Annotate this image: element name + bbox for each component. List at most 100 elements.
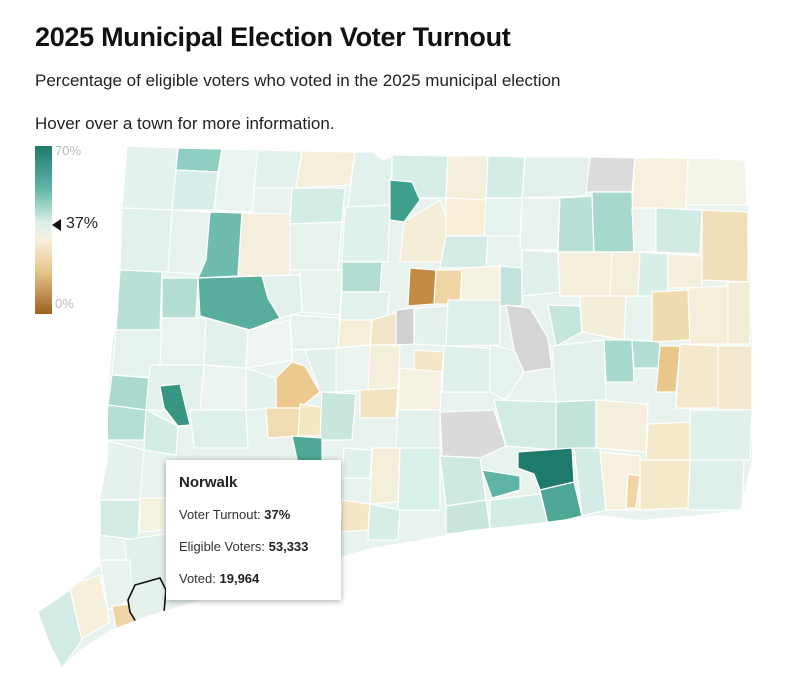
town[interactable] — [655, 345, 681, 393]
town[interactable] — [631, 339, 661, 369]
town[interactable] — [289, 187, 346, 225]
town[interactable] — [579, 295, 627, 341]
town[interactable] — [557, 251, 613, 297]
town[interactable] — [397, 367, 443, 411]
town[interactable] — [441, 345, 491, 393]
town-no-data[interactable] — [439, 409, 507, 459]
town[interactable] — [395, 409, 441, 449]
town[interactable] — [631, 157, 689, 211]
town[interactable] — [685, 157, 748, 206]
town[interactable] — [489, 344, 525, 401]
town[interactable] — [161, 277, 199, 319]
town[interactable] — [439, 235, 489, 269]
town[interactable] — [289, 314, 341, 351]
town[interactable] — [555, 399, 597, 451]
town[interactable] — [519, 197, 561, 251]
town[interactable] — [483, 197, 523, 237]
town[interactable] — [341, 447, 373, 479]
town[interactable] — [359, 387, 399, 419]
town[interactable] — [639, 459, 691, 511]
town[interactable] — [341, 204, 391, 263]
town[interactable] — [445, 197, 487, 237]
town[interactable] — [339, 291, 391, 321]
tooltip-turnout-row: Voter Turnout: 37% — [179, 507, 328, 522]
town[interactable] — [115, 269, 163, 331]
town[interactable] — [499, 265, 523, 307]
town[interactable] — [99, 499, 141, 541]
town[interactable] — [675, 343, 719, 409]
town[interactable] — [485, 155, 526, 199]
town-no-data[interactable] — [585, 156, 636, 193]
town[interactable] — [603, 339, 635, 383]
town[interactable] — [237, 212, 293, 277]
town[interactable] — [489, 493, 549, 531]
town[interactable] — [625, 473, 641, 509]
town[interactable] — [397, 447, 441, 511]
town[interactable] — [481, 469, 521, 499]
town[interactable] — [637, 251, 669, 297]
town[interactable] — [433, 269, 463, 305]
town[interactable] — [521, 249, 561, 297]
town-no-data[interactable] — [395, 307, 415, 346]
town[interactable] — [369, 447, 401, 505]
town[interactable] — [687, 459, 745, 511]
town[interactable] — [159, 317, 207, 366]
town[interactable] — [253, 149, 303, 189]
town[interactable] — [459, 265, 501, 305]
town[interactable] — [38, 589, 83, 668]
town[interactable] — [159, 383, 191, 427]
town[interactable] — [175, 147, 223, 173]
town[interactable] — [445, 499, 491, 535]
town[interactable] — [413, 349, 445, 373]
town[interactable] — [439, 455, 487, 507]
town[interactable] — [551, 339, 607, 403]
page-title: 2025 Municipal Election Voter Turnout — [35, 22, 511, 52]
town[interactable] — [407, 267, 437, 307]
town[interactable] — [389, 179, 421, 223]
town[interactable] — [245, 319, 293, 369]
town[interactable] — [189, 409, 249, 449]
town[interactable] — [521, 156, 591, 199]
town[interactable] — [319, 391, 357, 441]
town[interactable] — [667, 253, 703, 289]
hovered-town-outline[interactable] — [127, 577, 167, 636]
town[interactable] — [445, 155, 489, 201]
town[interactable] — [143, 409, 179, 456]
town[interactable] — [339, 499, 371, 533]
town[interactable] — [213, 148, 259, 213]
town[interactable] — [119, 207, 173, 273]
town[interactable] — [367, 503, 401, 541]
town[interactable] — [609, 251, 641, 297]
town[interactable] — [557, 195, 595, 253]
town[interactable] — [689, 409, 752, 461]
town[interactable] — [595, 399, 649, 453]
town[interactable] — [717, 345, 752, 411]
town[interactable] — [335, 344, 371, 393]
town[interactable] — [701, 209, 749, 283]
town[interactable] — [655, 207, 703, 255]
town[interactable] — [591, 191, 635, 253]
town[interactable] — [99, 439, 145, 501]
town[interactable] — [265, 407, 301, 439]
town[interactable] — [687, 285, 729, 345]
town[interactable] — [445, 299, 501, 347]
town[interactable] — [103, 404, 147, 441]
town[interactable] — [631, 207, 657, 253]
town[interactable] — [347, 151, 393, 208]
color-legend: 70% 0% 37% — [35, 143, 125, 316]
town[interactable] — [295, 150, 356, 189]
town[interactable] — [199, 364, 247, 413]
town[interactable] — [337, 319, 373, 349]
town[interactable] — [299, 269, 343, 316]
town[interactable] — [651, 289, 691, 343]
town[interactable] — [171, 169, 219, 211]
town[interactable] — [121, 146, 179, 211]
town[interactable] — [413, 305, 449, 347]
town[interactable] — [289, 221, 343, 271]
town[interactable] — [645, 421, 691, 461]
town[interactable] — [139, 497, 167, 533]
town[interactable] — [727, 281, 751, 345]
town[interactable] — [341, 261, 383, 293]
town[interactable] — [367, 344, 401, 391]
town[interactable] — [107, 374, 151, 411]
